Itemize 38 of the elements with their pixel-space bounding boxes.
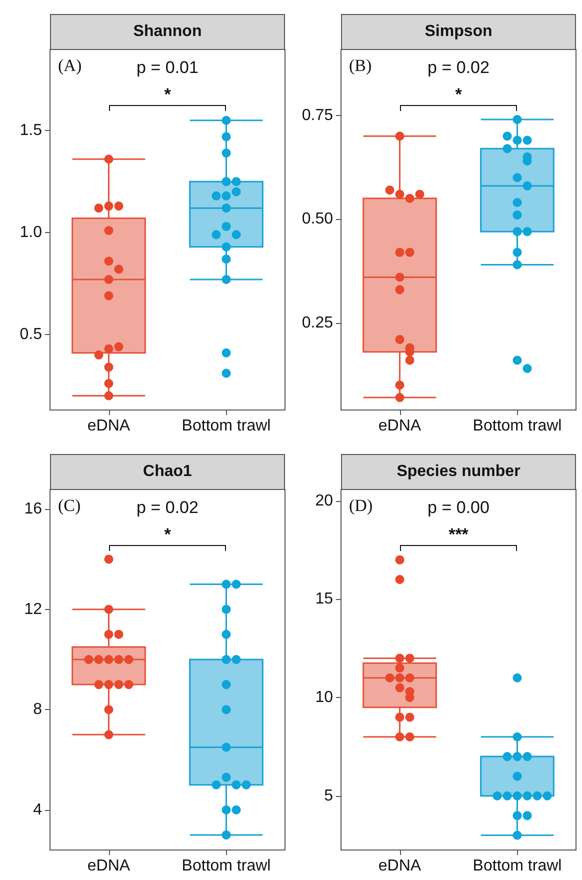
annotation: p = 0.00 <box>428 498 490 517</box>
x-tick-label: eDNA <box>87 418 130 434</box>
x-tick-label: Bottom trawl <box>182 418 271 434</box>
chart-title: Species number <box>341 454 576 490</box>
annotation: (B) <box>349 56 372 75</box>
annotation: * <box>455 85 462 104</box>
annotation: (C) <box>58 496 81 515</box>
annotation: (A) <box>58 56 82 75</box>
y-tick-label: 12 <box>24 600 42 618</box>
annotation: (D) <box>349 496 373 515</box>
y-tick-label: 0.5 <box>20 326 42 344</box>
y-tick-label: 1.5 <box>20 122 42 140</box>
y-tick-label: 5 <box>324 787 334 804</box>
y-tick-label: 15 <box>315 590 334 608</box>
x-tick-label: Bottom trawl <box>472 418 562 434</box>
annotation: *** <box>448 525 469 544</box>
chart-title: Simpson <box>341 14 576 50</box>
x-tick-label: eDNA <box>87 858 130 874</box>
x-tick-label: eDNA <box>378 858 422 874</box>
y-tick-label: 8 <box>33 701 42 718</box>
annotation: * <box>164 525 172 544</box>
y-tick-label: 20 <box>315 492 334 510</box>
y-tick-label: 16 <box>24 500 42 518</box>
annotation: p = 0.02 <box>428 58 490 77</box>
x-tick-label: Bottom trawl <box>472 858 562 874</box>
y-tick-label: 0.75 <box>302 106 334 124</box>
annotation: p = 0.01 <box>136 58 198 77</box>
y-tick-label: 0.50 <box>302 210 334 228</box>
chart-title: Chao1 <box>50 454 285 490</box>
y-tick-label: 4 <box>33 801 42 818</box>
chart-title: Shannon <box>50 14 285 50</box>
annotation: * <box>164 85 172 104</box>
y-tick-label: 10 <box>315 689 334 706</box>
y-tick-label: 1.0 <box>20 224 42 242</box>
y-tick-label: 0.25 <box>302 314 334 332</box>
x-tick-label: eDNA <box>378 418 422 434</box>
annotation: p = 0.02 <box>136 498 198 517</box>
x-tick-label: Bottom trawl <box>182 858 271 874</box>
